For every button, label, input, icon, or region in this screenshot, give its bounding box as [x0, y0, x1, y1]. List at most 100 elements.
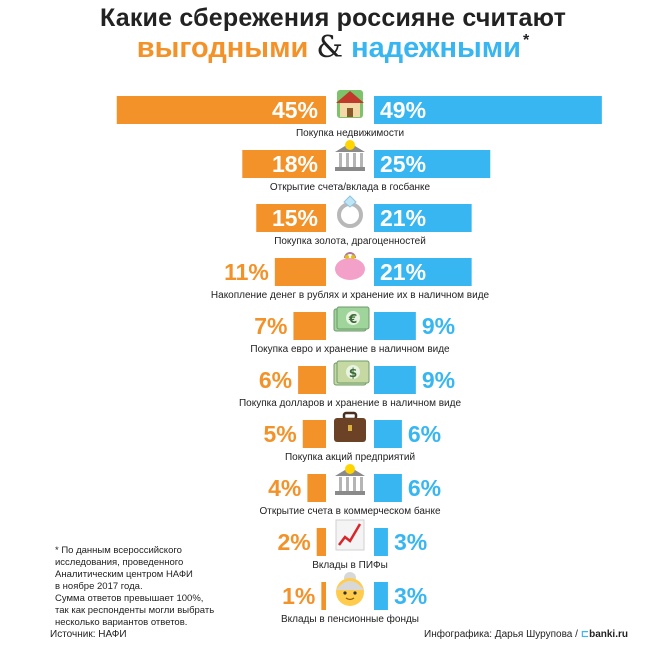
- euro-banknote-icon: €: [333, 306, 370, 332]
- woman-smile: [345, 597, 355, 601]
- chart-line: [338, 523, 362, 546]
- chart-title-line1: Какие сбережения россияне считают: [99, 4, 567, 32]
- briefcase-icon: [334, 411, 366, 442]
- data-label-profitable: 1%: [282, 583, 315, 609]
- chart-row: 6% 9% $ Покупка долларов и хранение в налич…: [239, 360, 462, 409]
- dollar-banknote-icon: $: [333, 360, 370, 386]
- bar-reliable: [374, 312, 416, 340]
- bar-reliable: [374, 420, 402, 448]
- bank-coin: [345, 464, 355, 474]
- data-label-profitable: 4%: [268, 475, 301, 501]
- ring-diamond: [343, 195, 357, 208]
- old-woman-icon: [336, 572, 364, 606]
- bank-column: [353, 477, 356, 491]
- category-label: Покупка евро и хранение в наличном виде: [250, 344, 450, 355]
- woman-eye: [353, 591, 357, 595]
- bank-column: [353, 153, 356, 167]
- footnote-line: Аналитическим центром НАФИ: [55, 569, 193, 580]
- banknote-medallion: [346, 365, 360, 379]
- category-label: Накопление денег в рублях и хранение их …: [211, 289, 490, 301]
- banki-logo-icon: ⊏: [580, 629, 590, 640]
- data-label-profitable: 11%: [224, 259, 269, 285]
- category-label: Вклады в ПИФы: [312, 560, 388, 571]
- footnote-line: так как респонденты могли выбрать: [55, 605, 215, 616]
- bank-icon: [335, 464, 365, 495]
- data-label-profitable: 7%: [254, 313, 287, 339]
- bar-profitable: [307, 474, 326, 502]
- bank-column: [339, 153, 342, 167]
- woman-hair: [336, 581, 364, 590]
- footnote-line: несколько вариантов ответов.: [55, 617, 188, 628]
- data-label-reliable: 3%: [394, 583, 427, 609]
- data-label-profitable: 18%: [272, 151, 318, 177]
- credit: Инфографика: Дарья Шурупова / ⊏banki.ru: [424, 629, 628, 640]
- banknote-sign: $: [349, 366, 357, 380]
- footnote-line: в ноябре 2017 года.: [55, 581, 143, 592]
- purse-knob: [345, 255, 349, 259]
- footnote: * По данным всероссийского исследования,…: [55, 545, 275, 629]
- legend-reliable: надежными: [351, 32, 521, 64]
- bar-profitable: [316, 528, 326, 556]
- data-label-profitable: 15%: [272, 205, 318, 231]
- banknote-sign: €: [348, 312, 357, 326]
- ring-icon: [337, 195, 363, 228]
- chart-row: 11% 21% Накопление денег в рублях и хранен…: [211, 252, 490, 301]
- bar-reliable: [374, 150, 491, 178]
- woman-eye: [343, 591, 347, 595]
- footnote-line: Сумма ответов превышает 100%,: [55, 593, 204, 604]
- data-label-reliable: 25%: [380, 151, 426, 177]
- data-label-reliable: 49%: [380, 97, 426, 123]
- category-label: Покупка недвижимости: [296, 128, 404, 139]
- data-label-profitable: 45%: [272, 97, 318, 123]
- bank-icon: [335, 140, 365, 171]
- chart-up-icon: [335, 519, 365, 551]
- bar-reliable: [374, 204, 472, 232]
- banknote-medallion: [346, 311, 360, 325]
- category-label: Вклады в пенсионные фонды: [281, 613, 419, 625]
- chart-row: 4% 6% Открытие счета в коммерческом банке: [259, 464, 441, 517]
- bar-profitable: [321, 582, 326, 610]
- data-label-reliable: 6%: [408, 475, 441, 501]
- credit-text: Инфографика: Дарья Шурупова /: [424, 629, 578, 640]
- chart-title-line2: выгодными & надежными *: [0, 30, 666, 65]
- bar-profitable: [274, 258, 326, 286]
- chart-row: 18% 25% Открытие счета/вклада в госбанке: [242, 140, 491, 193]
- category-label: Покупка долларов и хранение в наличном в…: [239, 398, 462, 409]
- house-roof: [336, 91, 364, 103]
- chart-row: 2% 3% Вклады в ПИФы: [277, 519, 427, 571]
- bank-column: [360, 153, 363, 167]
- data-label-profitable: 6%: [259, 367, 292, 393]
- bar-reliable: [374, 258, 472, 286]
- bar-profitable: [256, 204, 326, 232]
- category-label: Покупка акций предприятий: [285, 452, 415, 463]
- chart-row: 45% 49% Покупка недвижимости: [116, 90, 602, 139]
- category-label: Открытие счета/вклада в госбанке: [270, 181, 431, 193]
- chart-row: 7% 9% € Покупка евро и хранение в наличном …: [250, 306, 455, 355]
- briefcase-lock: [348, 425, 352, 431]
- bar-profitable: [302, 420, 326, 448]
- bank-column: [346, 477, 349, 491]
- house-door: [347, 108, 353, 117]
- bar-reliable: [374, 96, 602, 124]
- bar-profitable: [298, 366, 326, 394]
- chart-row: 5% 6% Покупка акций предприятий: [264, 411, 441, 463]
- data-label-reliable: 21%: [380, 259, 426, 285]
- data-label-reliable: 6%: [408, 421, 441, 447]
- bank-column: [346, 153, 349, 167]
- bar-profitable: [242, 150, 326, 178]
- data-label-reliable: 21%: [380, 205, 426, 231]
- house-icon: [336, 90, 364, 118]
- category-label: Покупка золота, драгоценностей: [274, 236, 426, 247]
- bar-reliable: [374, 366, 416, 394]
- chart-row: 15% 21% Покупка золота, драгоценностей: [256, 195, 472, 247]
- category-label: Открытие счета в коммерческом банке: [259, 505, 440, 517]
- source-text: Источник: НАФИ: [50, 629, 127, 640]
- bar-profitable: [116, 96, 326, 124]
- bar-profitable: [293, 312, 326, 340]
- bank-column: [360, 477, 363, 491]
- legend-profitable: выгодными: [136, 32, 309, 64]
- banki-logo: banki.ru: [589, 629, 628, 640]
- footnote-line: исследования, проведенного: [55, 557, 184, 568]
- bar-reliable: [374, 528, 388, 556]
